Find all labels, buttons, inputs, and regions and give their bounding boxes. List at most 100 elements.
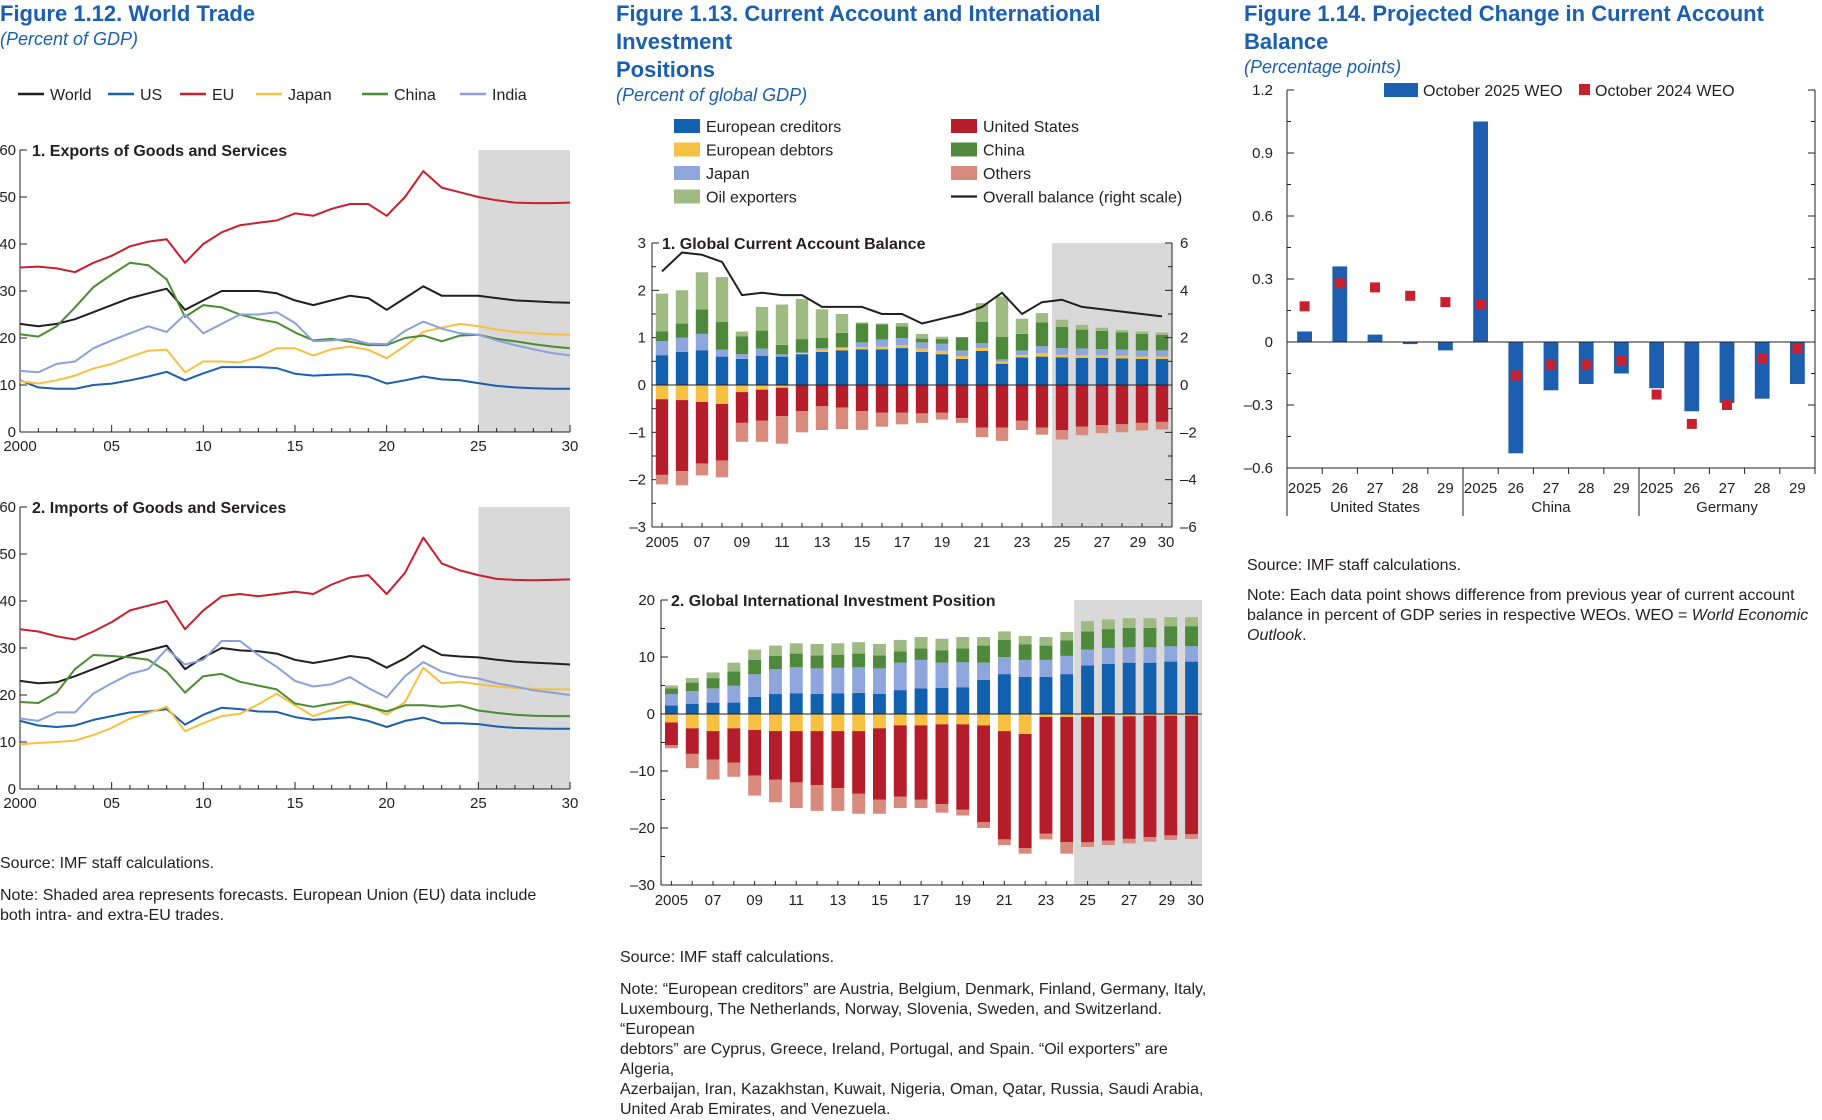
bar-eur_debtors xyxy=(1122,714,1136,717)
bar-eur_creditors xyxy=(977,679,990,714)
bar-eur_debtors xyxy=(995,361,1009,364)
bar-china_bar xyxy=(1018,644,1032,660)
x-tick-label: 2000 xyxy=(3,438,36,455)
y-tick-label: 1 xyxy=(638,330,646,347)
group-label: Germany xyxy=(1696,499,1758,516)
bar-japan_bar xyxy=(1039,659,1053,677)
legend-label-china: China xyxy=(394,87,436,104)
bar-others xyxy=(831,788,845,811)
bar-china_bar xyxy=(875,324,889,340)
y2-tick-label: 2 xyxy=(1180,330,1188,347)
bar-others xyxy=(1018,848,1032,854)
bar-china_bar xyxy=(1039,645,1053,660)
bar-china_bar xyxy=(831,654,845,668)
series-line-japan xyxy=(19,322,571,385)
bar-oil xyxy=(1039,637,1053,646)
y2-tick-label: –2 xyxy=(1180,424,1197,441)
bar-eur_debtors xyxy=(815,349,829,352)
x-tick-label: 27 xyxy=(1543,480,1560,497)
bar-others xyxy=(706,759,720,780)
bar-china_bar xyxy=(1143,627,1157,648)
bar-eur_creditors xyxy=(1115,358,1129,385)
series-line-us xyxy=(19,366,570,390)
bar-japan_bar xyxy=(810,668,824,694)
marker-oct2024 xyxy=(1581,360,1592,371)
legend-swatch-oct2025 xyxy=(1384,83,1418,97)
bar-japan_bar xyxy=(873,668,886,694)
bar-japan_bar xyxy=(775,354,789,357)
bar-eur_creditors xyxy=(735,359,749,385)
marker-oct2024 xyxy=(1757,353,1768,364)
bar-eur_creditors xyxy=(914,688,928,714)
chart-exports: 0 10 20 30 40 50 60 2000 05 10 15 20 25 30 1. Exports … xyxy=(0,142,578,455)
bar-oil xyxy=(727,662,741,672)
series-line-china xyxy=(19,654,570,718)
bar-eur_creditors xyxy=(852,692,866,714)
x-tick-label: 2025 xyxy=(1288,480,1321,497)
panel-title: 2. Imports of Goods and Services xyxy=(32,500,286,517)
bar-united_states xyxy=(1055,385,1069,430)
bar-japan_bar xyxy=(735,354,749,359)
bar-japan_bar xyxy=(997,657,1011,675)
bar-others xyxy=(1039,833,1053,840)
bar-oct2025 xyxy=(1402,342,1418,345)
marker-oct2024 xyxy=(1651,389,1662,400)
bar-others xyxy=(815,406,829,430)
y-tick-label: 10 xyxy=(638,649,655,666)
bar-eur_debtors xyxy=(1143,714,1157,716)
figure-1-14-subtitle: (Percentage points) xyxy=(1244,57,1402,77)
bar-china_bar xyxy=(935,650,949,663)
y-tick-label: –3 xyxy=(629,519,646,536)
bar-others xyxy=(675,471,689,486)
bar-eur_creditors xyxy=(1055,357,1069,385)
bar-united_states xyxy=(914,725,928,800)
bar-japan_bar xyxy=(875,339,889,347)
bar-united_states xyxy=(695,402,709,464)
bar-united_states xyxy=(935,724,949,805)
bar-eur_debtors xyxy=(873,714,886,729)
bar-oil xyxy=(1075,324,1089,330)
bar-china_bar xyxy=(1135,333,1149,351)
bar-japan_bar xyxy=(727,685,741,703)
bar-oil xyxy=(1060,631,1074,641)
bar-eur_debtors xyxy=(775,385,789,388)
bar-eur_creditors xyxy=(1185,661,1198,714)
bar-japan_bar xyxy=(1164,646,1178,662)
forecast-shade xyxy=(1074,600,1202,885)
bar-united_states xyxy=(1035,385,1049,428)
bar-eur_creditors xyxy=(665,705,678,714)
bar-united_states xyxy=(775,387,789,417)
bar-china_bar xyxy=(1035,322,1049,347)
bar-japan_bar xyxy=(1155,350,1169,357)
y-tick-label: 0 xyxy=(8,781,16,798)
figure-1-13-title-line1: Figure 1.13. Current Account and Interna… xyxy=(616,1,1101,54)
bar-others xyxy=(855,411,869,430)
marker-oct2024 xyxy=(1686,418,1697,429)
y-tick-label: –20 xyxy=(630,820,655,837)
bar-china_bar xyxy=(715,322,729,350)
x-tick-label: 2025 xyxy=(1640,480,1673,497)
legend-swatch-others xyxy=(951,166,977,180)
bar-china_bar xyxy=(748,659,762,675)
figure-1-13-title-line2: Positions xyxy=(616,57,716,82)
bar-eur_creditors xyxy=(1122,662,1136,714)
y-tick-label: 30 xyxy=(0,640,16,657)
bar-eur_creditors xyxy=(1101,663,1115,714)
bar-japan_bar xyxy=(835,347,849,348)
bar-china_bar xyxy=(755,330,769,349)
x-tick-label: 29 xyxy=(1158,892,1175,909)
figure-1-13: Figure 1.13. Current Account and Interna… xyxy=(616,0,1216,1118)
y-tick-label: 0 xyxy=(647,706,655,723)
bar-eur_creditors xyxy=(769,694,782,714)
x-tick-label: 10 xyxy=(195,438,212,455)
bar-united_states xyxy=(831,731,845,789)
bar-oil xyxy=(1122,618,1136,628)
bar-oct2025 xyxy=(1438,342,1453,351)
bar-oil xyxy=(1101,619,1115,630)
bar-others xyxy=(875,412,889,427)
figure-1-14-source: Source: IMF staff calculations. xyxy=(1247,557,1462,574)
legend-label-eur_creditors: European creditors xyxy=(706,119,841,136)
bar-oil xyxy=(852,642,866,654)
bar-others xyxy=(735,422,749,442)
bar-united_states xyxy=(655,399,669,475)
